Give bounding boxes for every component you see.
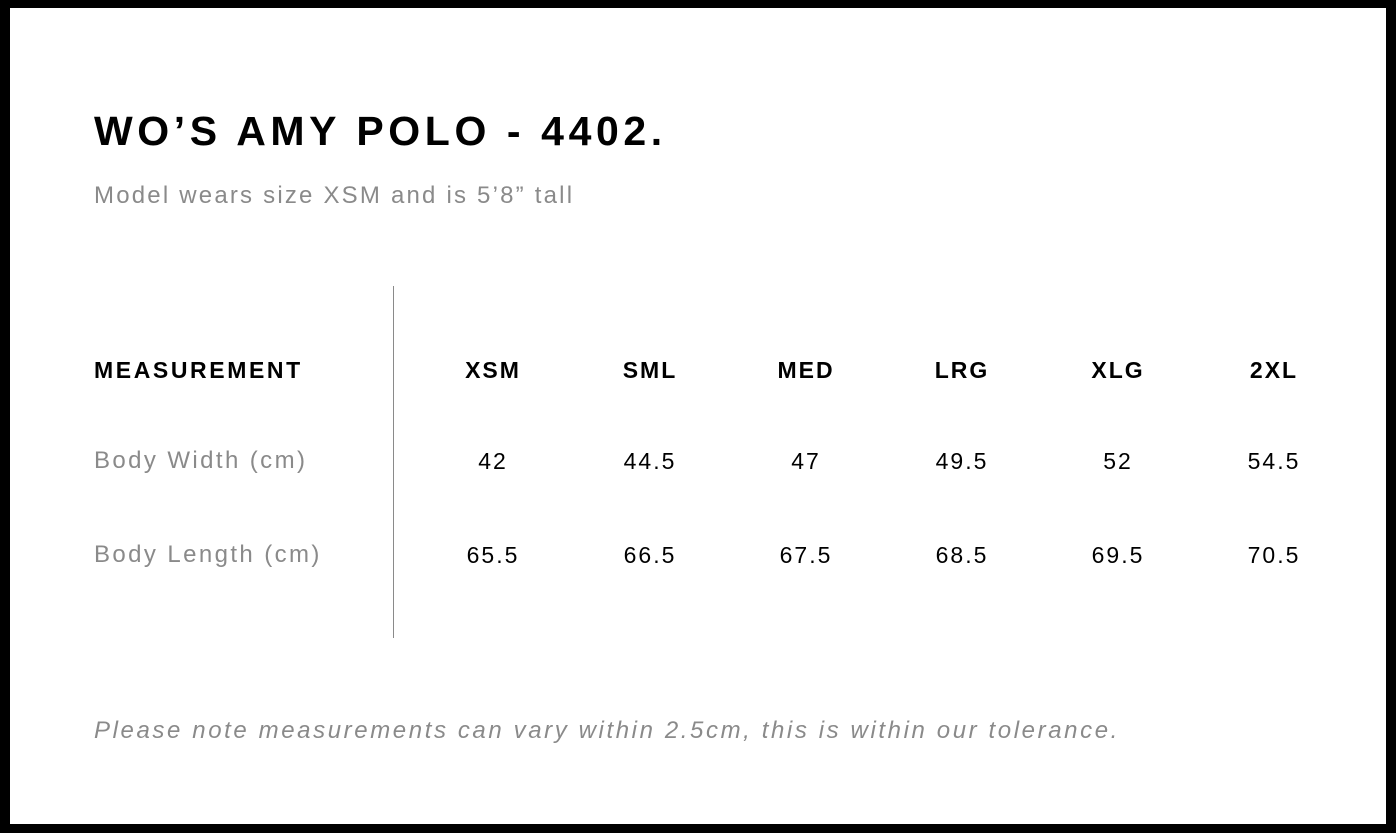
table-cell: 47 bbox=[791, 448, 821, 474]
tolerance-note: Please note measurements can vary within… bbox=[94, 717, 1120, 744]
measurement-header: MEASUREMENT bbox=[94, 357, 303, 383]
table-cell: 54.5 bbox=[1247, 448, 1301, 474]
table-cell: 42 bbox=[478, 448, 508, 474]
table-cell: 67.5 bbox=[779, 542, 833, 568]
table-cell: 70.5 bbox=[1247, 542, 1301, 568]
row-label: Body Width (cm) bbox=[94, 447, 308, 474]
size-header: 2XL bbox=[1249, 357, 1299, 383]
table-cell: 69.5 bbox=[1091, 542, 1145, 568]
size-header: LRG bbox=[934, 357, 990, 383]
table-cell: 68.5 bbox=[935, 542, 989, 568]
table-cell: 49.5 bbox=[935, 448, 989, 474]
page-title: WO’S AMY POLO - 4402. bbox=[94, 108, 667, 154]
table-cell: 52 bbox=[1103, 448, 1133, 474]
size-header: XSM bbox=[465, 357, 521, 383]
column-divider bbox=[393, 286, 394, 638]
size-header: SML bbox=[622, 357, 678, 383]
size-header: XLG bbox=[1091, 357, 1145, 383]
table-cell: 44.5 bbox=[623, 448, 677, 474]
table-cell: 66.5 bbox=[623, 542, 677, 568]
table-cell: 65.5 bbox=[466, 542, 520, 568]
size-header: MED bbox=[777, 357, 835, 383]
size-chart-card: WO’S AMY POLO - 4402. Model wears size X… bbox=[10, 8, 1386, 824]
row-label: Body Length (cm) bbox=[94, 541, 322, 568]
model-info: Model wears size XSM and is 5’8” tall bbox=[94, 182, 575, 209]
